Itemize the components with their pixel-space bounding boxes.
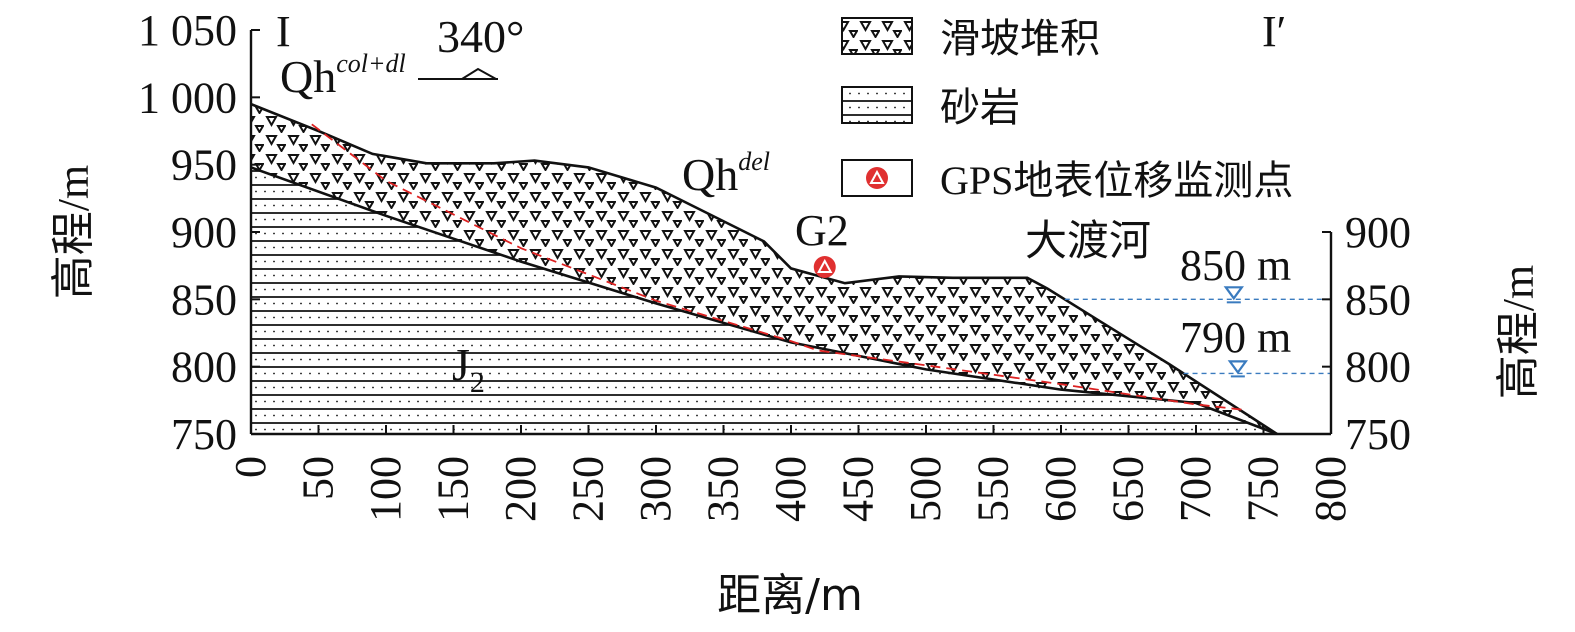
x-tick-label: 650 bbox=[1104, 456, 1153, 522]
y-tick-label-right: 900 bbox=[1345, 208, 1411, 257]
y-tick-label-left: 750 bbox=[171, 410, 237, 459]
y-tick-label-left: 850 bbox=[171, 275, 237, 324]
water-level-lines bbox=[1064, 286, 1331, 378]
river-label: 大渡河 bbox=[1025, 216, 1151, 265]
legend-label-gps: GPS地表位移监测点 bbox=[940, 158, 1293, 203]
x-tick-label: 400 bbox=[766, 456, 815, 522]
gps-marker-icon bbox=[866, 167, 888, 189]
legend-swatch-landslide bbox=[841, 17, 913, 55]
x-tick-label: 750 bbox=[1239, 456, 1288, 522]
gps-point-triangle bbox=[817, 258, 833, 274]
x-tick-label: 250 bbox=[564, 456, 613, 522]
x-tick-label: 50 bbox=[294, 456, 343, 500]
y-tick-label-left: 900 bbox=[171, 208, 237, 257]
legend-swatch-gps bbox=[841, 159, 913, 197]
y-axis-title-right: 高程/m bbox=[1494, 265, 1543, 399]
x-tick-label: 300 bbox=[631, 456, 680, 522]
stratum-label-qh-del: Qhdel bbox=[682, 147, 770, 200]
slip-surface-line bbox=[311, 123, 1244, 411]
ground-surface-line bbox=[251, 102, 1278, 434]
legend-label-sandstone: 砂岩 bbox=[940, 85, 1020, 131]
x-tick-label: 500 bbox=[901, 456, 950, 522]
y-axis-title-left: 高程/m bbox=[49, 165, 98, 299]
water-level-icon bbox=[1223, 286, 1244, 301]
x-tick-label: 600 bbox=[1036, 456, 1085, 522]
x-tick-label: 350 bbox=[699, 456, 748, 522]
bedrock-surface-line bbox=[251, 166, 1278, 434]
direction-angle-label: 340° bbox=[437, 11, 524, 62]
y-tick-label-right: 800 bbox=[1345, 343, 1411, 392]
section-start-label: I bbox=[276, 7, 291, 56]
x-tick-label: 100 bbox=[361, 456, 410, 522]
landslide-deposit-layer bbox=[251, 104, 1277, 434]
axes: 0 50 100 150 200 250 300 350 400 450 500 550 600 650 7… bbox=[138, 6, 1411, 522]
x-tick-label: 800 bbox=[1306, 456, 1355, 522]
x-axis-title: 距离/m bbox=[717, 570, 863, 621]
water-level-icon bbox=[1227, 360, 1249, 375]
section-end-label: I′ bbox=[1262, 7, 1286, 56]
water-level-790-label: 790 m bbox=[1180, 313, 1291, 362]
gps-point-label: G2 bbox=[795, 206, 849, 255]
gps-point-marker bbox=[813, 256, 836, 279]
stratum-label-j2: J2 bbox=[452, 339, 485, 399]
y-tick-label-left: 1 000 bbox=[138, 73, 237, 122]
direction-arrow-icon bbox=[418, 67, 498, 80]
x-tick-label: 450 bbox=[834, 456, 883, 522]
legend-label-landslide: 滑坡堆积 bbox=[940, 16, 1100, 62]
x-tick-label: 0 bbox=[226, 456, 275, 478]
legend-swatch-sandstone bbox=[841, 86, 913, 124]
y-tick-label-right: 750 bbox=[1345, 410, 1411, 459]
y-tick-label-left: 800 bbox=[171, 343, 237, 392]
x-tick-label: 150 bbox=[429, 456, 478, 522]
axis-ticks: 0 50 100 150 200 250 300 350 400 450 500 550 600 650 7… bbox=[138, 6, 1411, 522]
x-tick-label: 700 bbox=[1171, 456, 1220, 522]
y-tick-label-left: 1 050 bbox=[138, 6, 237, 55]
legend: 滑坡堆积 砂岩 GPS地表位移监测点 bbox=[841, 16, 1293, 203]
sandstone-layer bbox=[251, 167, 1277, 434]
y-tick-label-right: 850 bbox=[1345, 275, 1411, 324]
stratum-label-qh-col-dl: Qhcol+dl bbox=[280, 49, 406, 102]
geology-layers bbox=[251, 102, 1278, 434]
y-tick-label-left: 950 bbox=[171, 141, 237, 190]
water-level-850-label: 850 m bbox=[1180, 241, 1291, 290]
x-tick-label: 550 bbox=[969, 456, 1018, 522]
x-tick-label: 200 bbox=[496, 456, 545, 522]
